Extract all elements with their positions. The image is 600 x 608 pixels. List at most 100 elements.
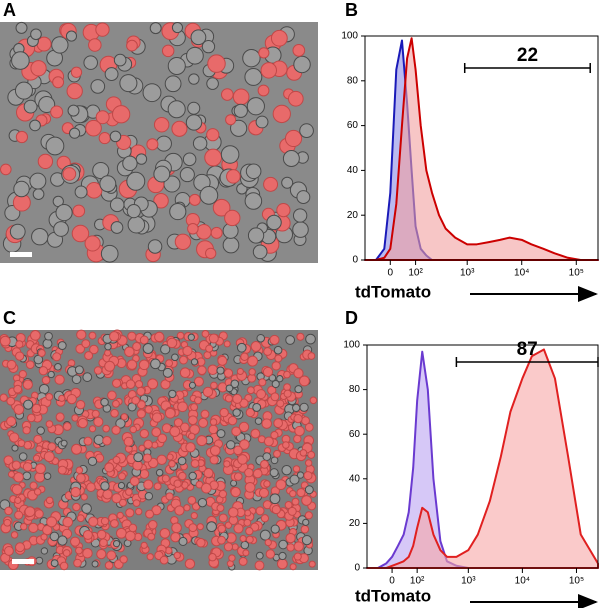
cell — [76, 473, 86, 484]
cell — [53, 221, 69, 237]
cell — [82, 529, 93, 540]
cell — [190, 459, 200, 468]
cell — [228, 507, 239, 518]
cell — [71, 443, 82, 455]
cell — [233, 523, 244, 534]
cell — [296, 488, 306, 498]
cell — [184, 558, 196, 570]
cell — [81, 503, 92, 514]
cell — [0, 335, 11, 347]
cell — [66, 82, 83, 100]
cell — [23, 99, 38, 114]
cell — [179, 367, 191, 379]
x-axis-label: tdTomato — [355, 282, 431, 301]
cell — [187, 222, 199, 235]
cell — [245, 527, 254, 536]
cell — [188, 471, 197, 481]
cell — [190, 358, 199, 366]
cell — [85, 119, 102, 137]
gate-label: 87 — [517, 339, 538, 360]
cell — [187, 432, 196, 441]
cell — [11, 51, 30, 70]
cell — [100, 397, 109, 407]
cell — [270, 431, 279, 440]
cell — [301, 495, 312, 506]
cell — [278, 551, 287, 561]
cell — [129, 425, 137, 434]
cell — [30, 28, 42, 41]
cell — [104, 462, 115, 473]
cell — [147, 532, 156, 541]
cell — [278, 539, 288, 550]
cell — [167, 100, 186, 119]
cell — [52, 76, 65, 89]
cell — [104, 67, 119, 81]
cell — [41, 375, 51, 385]
cell — [125, 379, 136, 390]
cell — [194, 396, 202, 405]
cell — [174, 233, 192, 251]
cell — [260, 62, 277, 79]
cell — [11, 484, 23, 495]
cell — [287, 506, 297, 516]
cell — [13, 404, 25, 415]
cell — [70, 486, 81, 498]
cell — [0, 393, 8, 402]
cell — [208, 333, 219, 344]
cell — [13, 180, 30, 198]
cell — [30, 60, 47, 77]
cell — [232, 88, 250, 106]
cell — [35, 463, 46, 475]
cell — [17, 439, 26, 448]
cell — [283, 383, 291, 392]
cell — [293, 541, 304, 552]
cell — [125, 530, 136, 542]
cell — [260, 459, 269, 469]
cell — [3, 518, 12, 527]
x-tick-label: 0 — [388, 268, 394, 279]
cell — [223, 460, 231, 468]
cell — [258, 487, 270, 498]
cell — [127, 331, 137, 341]
cell — [275, 479, 287, 491]
cell — [177, 401, 188, 413]
cell — [242, 549, 250, 557]
cell — [296, 332, 305, 341]
cell — [244, 192, 263, 210]
cell — [75, 546, 83, 555]
cell — [15, 340, 24, 349]
cell — [7, 470, 15, 478]
cell — [223, 542, 234, 552]
cell — [44, 331, 53, 341]
y-tick-label: 20 — [347, 210, 359, 221]
histogram-curve — [366, 348, 599, 569]
cell — [188, 523, 198, 533]
cell — [259, 529, 271, 541]
cell — [222, 236, 240, 254]
cell — [207, 54, 226, 73]
cell — [29, 172, 47, 190]
cell — [120, 413, 128, 421]
cell — [62, 549, 71, 557]
cell — [252, 468, 263, 479]
cell — [171, 21, 184, 34]
cell — [10, 531, 19, 539]
cell — [13, 384, 23, 394]
cell — [46, 516, 58, 528]
cell — [257, 84, 270, 97]
cell — [299, 449, 308, 457]
cell — [165, 492, 174, 501]
y-tick-label: 40 — [347, 165, 359, 176]
cell — [263, 480, 271, 488]
cell — [124, 346, 135, 358]
cell — [244, 509, 252, 517]
cell — [80, 493, 88, 501]
cell — [289, 563, 297, 571]
cell — [36, 36, 52, 52]
cell — [188, 193, 201, 206]
cell — [283, 370, 291, 379]
cell — [167, 56, 186, 76]
cell — [9, 432, 20, 443]
cell — [245, 163, 262, 180]
